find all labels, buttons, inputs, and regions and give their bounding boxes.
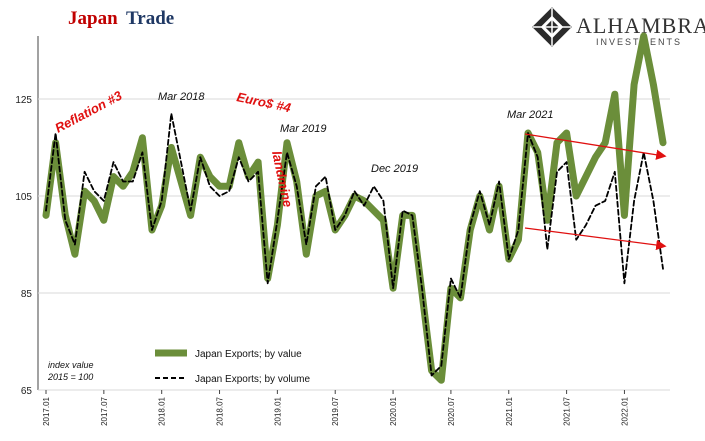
- chart-title-part1: Japan: [68, 8, 118, 29]
- x-tick-label: 2019.07: [331, 396, 340, 425]
- annotation-euro-4: Euro$ #4: [235, 89, 293, 115]
- x-tick-label: 2022.01: [620, 396, 629, 425]
- brand-name: ALHAMBRA: [576, 13, 705, 38]
- y-tick-label: 85: [21, 289, 33, 300]
- x-tick-label: 2021.07: [563, 396, 572, 425]
- index-note-line2: 2015 = 100: [47, 372, 93, 382]
- brand-sub: INVESTMENTS: [596, 37, 682, 47]
- annotation-mar-2021: Mar 2021: [507, 109, 553, 121]
- x-tick-label: 2018.07: [216, 396, 225, 425]
- y-tick-label: 105: [15, 192, 32, 203]
- x-tick-label: 2019.01: [273, 396, 282, 425]
- x-tick-label: 2020.07: [447, 396, 456, 425]
- series-line-volume: [45, 112, 664, 377]
- series-line-value: [42, 32, 667, 384]
- x-tick-label: 2017.07: [100, 396, 109, 425]
- x-tick-label: 2018.01: [158, 396, 167, 425]
- y-tick-label: 125: [15, 95, 32, 106]
- series-lines: [42, 32, 667, 384]
- x-tick-label: 2021.01: [505, 396, 514, 425]
- x-ticks: 2017.01 2017.07 2018.01 2018.07 2019.01 2019.…: [42, 390, 629, 426]
- index-note-line1: index value: [48, 360, 94, 370]
- lower-trend-arrow: [524, 227, 667, 251]
- x-tick-label: 2017.01: [42, 396, 51, 425]
- annotation-mar-2019: Mar 2019: [280, 123, 326, 135]
- gridlines: [38, 98, 670, 391]
- chart-title-part2: Trade: [126, 8, 174, 29]
- legend: Japan Exports; by value Japan Exports; b…: [155, 349, 310, 385]
- x-tick-label: 2020.01: [389, 396, 398, 425]
- annotation-dec-2019: Dec 2019: [371, 163, 418, 175]
- trend-arrows: [524, 133, 667, 251]
- annotation-reflation-3: Reflation #3: [52, 87, 125, 135]
- y-tick-label: 65: [21, 386, 33, 397]
- legend-label-volume: Japan Exports; by volume: [195, 374, 310, 385]
- alhambra-logo: ALHAMBRA INVESTMENTS: [532, 7, 705, 47]
- diamond-icon: [532, 7, 572, 47]
- upper-trend-arrow: [524, 133, 667, 160]
- annotation-mar-2018: Mar 2018: [158, 91, 205, 103]
- y-ticks: 65 85 105 125: [15, 95, 32, 397]
- legend-label-value: Japan Exports; by value: [195, 349, 302, 360]
